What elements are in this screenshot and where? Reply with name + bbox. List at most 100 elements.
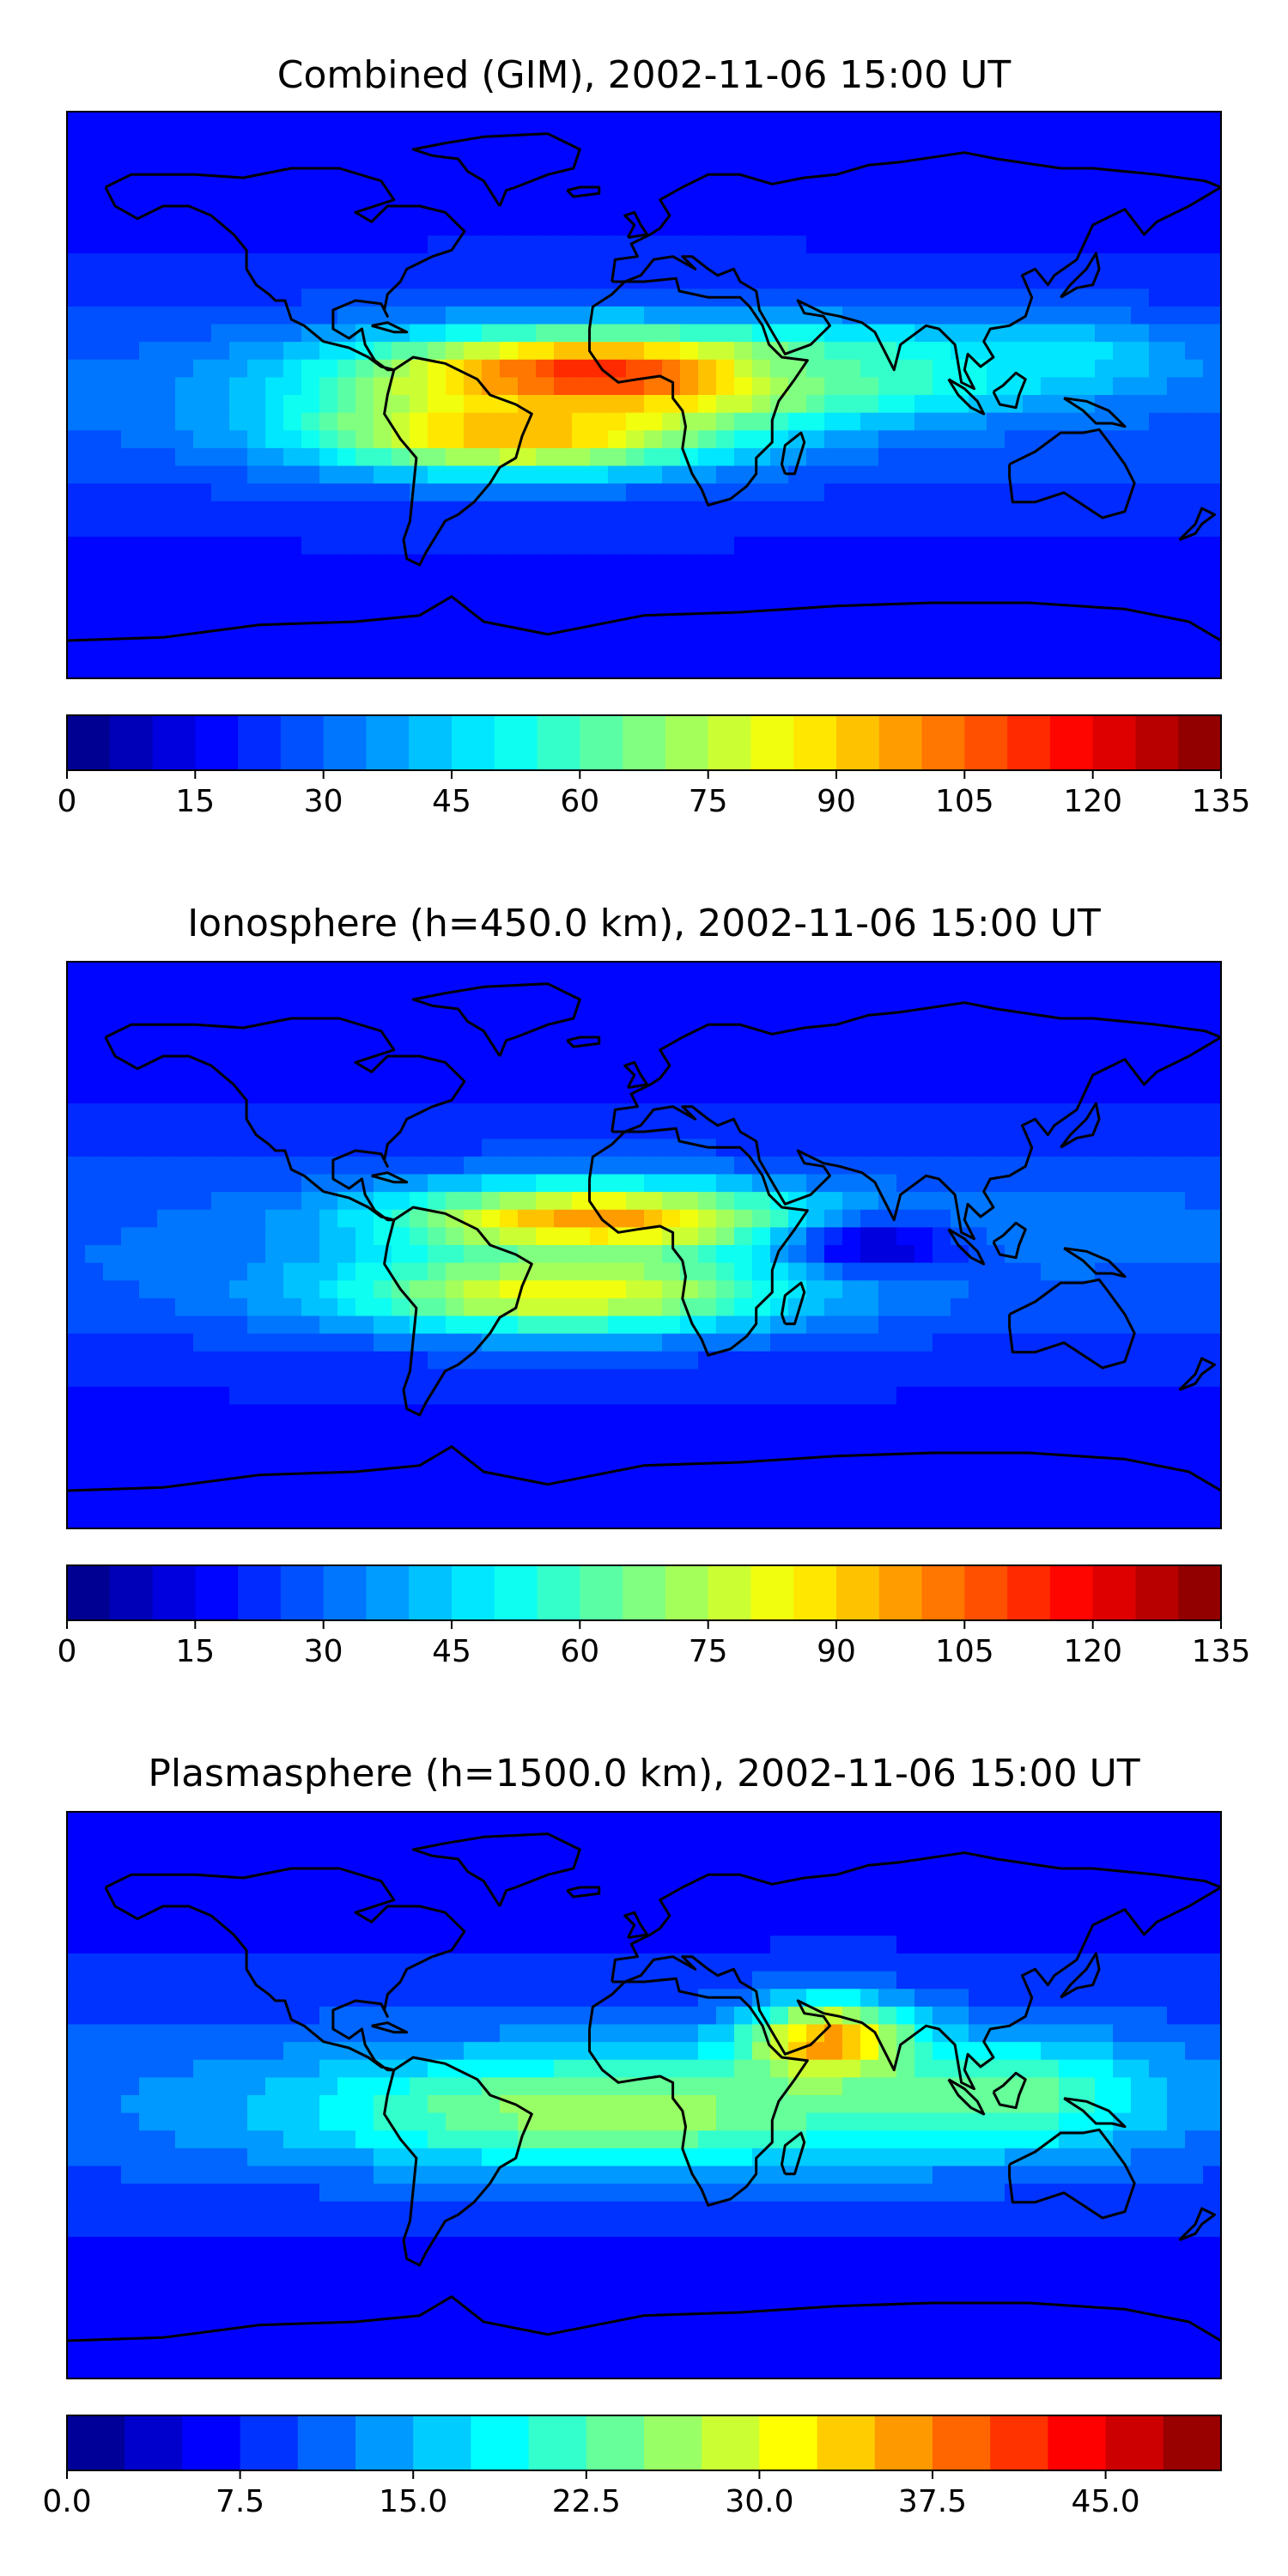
tec-cell (626, 1245, 645, 1264)
tec-cell (374, 1280, 392, 1299)
tec-cell (662, 519, 681, 538)
tec-cell (788, 1085, 807, 1104)
tec-cell (951, 447, 969, 467)
tec-cell (518, 1032, 537, 1051)
tec-cell (482, 1829, 501, 1848)
tec-cell (464, 1297, 483, 1317)
tec-cell (1095, 1334, 1114, 1352)
tec-cell (860, 306, 879, 325)
tec-cell (229, 1192, 248, 1211)
tec-cell (788, 1050, 807, 1069)
tec-cell (896, 1829, 915, 1848)
tec-cell (698, 1439, 717, 1459)
tec-cell (698, 1067, 717, 1086)
tec-cell (67, 147, 86, 166)
tec-cell (1131, 1227, 1150, 1246)
tec-cell (1023, 112, 1042, 131)
tec-cell (337, 572, 356, 591)
tec-cell (788, 306, 807, 325)
tec-cell (698, 1829, 717, 1848)
tec-cell (698, 1422, 717, 1441)
tec-cell (933, 306, 951, 325)
tec-cell (860, 1829, 879, 1848)
tec-cell (572, 1829, 591, 1848)
tec-cell (1185, 1245, 1204, 1264)
tec-cell (1041, 642, 1060, 661)
tec-cell (1077, 1457, 1096, 1476)
tec-cell (1185, 465, 1204, 484)
tec-cell (951, 217, 969, 236)
tec-cell (1041, 1369, 1060, 1388)
tec-cell (752, 1847, 771, 1866)
tec-cell (518, 519, 537, 538)
tec-cell (103, 501, 122, 519)
tec-cell (1203, 1067, 1221, 1086)
tec-cell (139, 430, 158, 449)
tec-cell (662, 1492, 681, 1511)
tec-cell (518, 1439, 537, 1459)
tec-cell (860, 519, 879, 538)
tec-cell (716, 430, 735, 449)
tec-cell (175, 1953, 194, 1972)
tec-cell (1131, 1351, 1150, 1370)
tec-cell (374, 1475, 392, 1494)
tec-cell (987, 625, 1005, 644)
tec-cell (446, 112, 465, 131)
tec-cell (1023, 1953, 1042, 1972)
tec-cell (500, 306, 519, 325)
tec-cell (896, 572, 915, 591)
tec-cell (482, 200, 501, 219)
tec-cell (500, 1989, 519, 2008)
tec-cell (355, 217, 374, 236)
tec-cell (392, 997, 410, 1016)
tec-cell (590, 289, 609, 307)
tec-cell (500, 1864, 519, 1884)
tec-cell (283, 270, 302, 289)
tec-cell (428, 642, 447, 661)
tec-cell (428, 1404, 447, 1423)
tec-cell (1149, 447, 1168, 467)
tec-cell (301, 1492, 320, 1511)
tec-cell (770, 1103, 789, 1122)
tec-cell (175, 1935, 194, 1954)
tec-cell (716, 962, 735, 981)
tec-cell (608, 1334, 627, 1352)
tec-cell (969, 235, 987, 254)
tec-cell (1131, 572, 1150, 591)
tec-cell (644, 147, 663, 166)
tec-cell (337, 1067, 356, 1086)
tec-cell (626, 1156, 645, 1176)
tec-cell (842, 1085, 861, 1104)
tec-cell (103, 1492, 122, 1511)
tec-cell (680, 1209, 699, 1228)
tec-cell (536, 1404, 555, 1423)
tec-cell (1059, 359, 1078, 378)
tec-cell (374, 1156, 392, 1176)
tec-cell (518, 1422, 537, 1441)
tec-cell (446, 1032, 465, 1051)
tec-cell (590, 1280, 609, 1299)
tec-cell (951, 483, 969, 502)
tec-cell (554, 465, 573, 484)
tec-cell (860, 625, 879, 644)
tec-cell (842, 519, 861, 538)
tec-cell (698, 1900, 717, 1919)
tec-cell (193, 182, 212, 201)
tec-cell (410, 1139, 428, 1157)
tec-cell (644, 129, 663, 148)
tec-cell (1131, 589, 1150, 609)
tec-cell (464, 270, 483, 289)
tec-cell (464, 1139, 483, 1157)
tec-cell (157, 1439, 176, 1459)
tec-cell (914, 501, 933, 519)
tec-cell (662, 1847, 681, 1866)
tec-cell (446, 1156, 465, 1176)
tec-cell (1113, 1156, 1132, 1176)
tec-cell (428, 217, 447, 236)
tec-cell (518, 129, 537, 148)
tec-cell (428, 112, 447, 131)
tec-cell (103, 1475, 122, 1494)
tec-cell (247, 1103, 266, 1122)
tec-cell (1005, 1953, 1024, 1972)
